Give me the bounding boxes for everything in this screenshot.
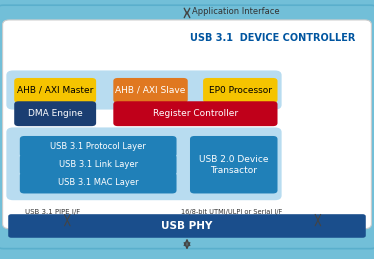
FancyBboxPatch shape (190, 136, 278, 193)
FancyBboxPatch shape (3, 20, 371, 229)
FancyBboxPatch shape (14, 78, 96, 103)
FancyBboxPatch shape (0, 5, 374, 249)
Text: USB 3.1 Link Layer: USB 3.1 Link Layer (59, 160, 138, 169)
FancyBboxPatch shape (113, 78, 188, 103)
Text: DMA Engine: DMA Engine (28, 109, 83, 118)
Text: USB 3.1  DEVICE CONTROLLER: USB 3.1 DEVICE CONTROLLER (190, 33, 356, 42)
FancyBboxPatch shape (6, 70, 282, 110)
Text: EP0 Processor: EP0 Processor (209, 86, 272, 95)
Text: USB 3.1 PIPE I/F: USB 3.1 PIPE I/F (25, 209, 80, 215)
Text: Register Controller: Register Controller (153, 109, 238, 118)
Text: USB 3.1 Protocol Layer: USB 3.1 Protocol Layer (50, 142, 146, 151)
Text: 16/8-bit UTMI/ULPI or Serial I/F: 16/8-bit UTMI/ULPI or Serial I/F (181, 209, 282, 215)
Text: AHB / AXI Slave: AHB / AXI Slave (115, 86, 186, 95)
Text: USB 3.1 MAC Layer: USB 3.1 MAC Layer (58, 178, 138, 187)
FancyBboxPatch shape (6, 127, 282, 200)
FancyBboxPatch shape (113, 101, 278, 126)
FancyBboxPatch shape (8, 214, 366, 238)
Text: AHB / AXI Master: AHB / AXI Master (17, 86, 94, 95)
Text: USB PHY: USB PHY (161, 221, 213, 231)
FancyBboxPatch shape (203, 78, 278, 103)
FancyBboxPatch shape (20, 172, 177, 193)
Text: Application Interface: Application Interface (192, 7, 279, 16)
FancyBboxPatch shape (20, 154, 177, 175)
FancyBboxPatch shape (14, 101, 96, 126)
Text: USB 2.0 Device
Transactor: USB 2.0 Device Transactor (199, 155, 269, 175)
FancyBboxPatch shape (20, 136, 177, 157)
